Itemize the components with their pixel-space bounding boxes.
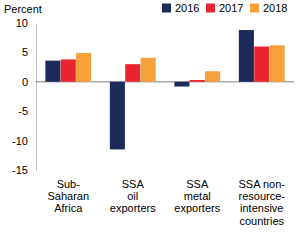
x-tick-label: SSAoilexporters: [110, 178, 156, 215]
bar: [125, 64, 140, 82]
y-label: Percent: [4, 3, 42, 15]
x-tick: Sub-SaharanAfrica: [47, 178, 89, 215]
x-tick-label-line: countries: [239, 215, 284, 227]
plot: -15-10-50510Sub-SaharanAfricaSSAoilexpor…: [12, 17, 294, 227]
legend-item: 2017: [206, 2, 243, 14]
x-tick: SSA non-resource-intensivecountries: [239, 178, 286, 227]
x-tick-label-line: Saharan: [47, 190, 89, 202]
y-tick-label: 10: [16, 17, 28, 29]
bar: [141, 58, 156, 82]
legend-swatch: [162, 4, 171, 13]
y-tick: 0: [22, 76, 36, 88]
x-tick-label-line: SSA: [186, 178, 209, 190]
bar: [61, 59, 76, 81]
y-tick-label: -10: [12, 135, 28, 147]
bar: [110, 82, 125, 150]
x-tick-label-line: metal: [184, 190, 211, 202]
series: [61, 47, 270, 82]
y-tick: -15: [12, 164, 36, 176]
bars: [45, 30, 284, 149]
y-tick-label: -15: [12, 164, 28, 176]
x-tick-label-line: exporters: [174, 202, 220, 214]
bar: [254, 47, 269, 82]
chart: -15-10-50510Sub-SaharanAfricaSSAoilexpor…: [0, 0, 300, 232]
legend-swatch: [206, 4, 215, 13]
series: [45, 30, 254, 149]
legend-label: 2017: [219, 2, 243, 14]
x-tick-label-line: resource-: [239, 190, 286, 202]
x-tick-label-line: oil: [127, 190, 138, 202]
x-tick-label-line: exporters: [110, 202, 156, 214]
bar: [190, 80, 205, 82]
x-tick-label: Sub-SaharanAfrica: [47, 178, 89, 215]
bar: [239, 30, 254, 82]
y-tick: 10: [16, 17, 36, 29]
x-tick-label: SSAmetalexporters: [174, 178, 220, 215]
bar: [205, 71, 220, 82]
y-tick-label: -5: [18, 105, 28, 117]
bar: [76, 53, 91, 82]
y-axis-line: [36, 24, 37, 171]
x-tick: SSAmetalexporters: [174, 178, 220, 215]
y-tick-label: 0: [22, 76, 28, 88]
x-tick-label-line: SSA: [122, 178, 145, 190]
legend-label: 2016: [175, 2, 199, 14]
x-tick-label-line: intensive: [240, 202, 283, 214]
x-tick: SSAoilexporters: [110, 178, 156, 215]
legend: 2016 2017 2018: [162, 2, 287, 14]
series: [76, 45, 285, 81]
y-axis: -15 -10 -5 0 5 10: [12, 17, 36, 176]
x-tick-label-line: Sub-: [57, 178, 81, 190]
y-tick-label: 5: [22, 46, 28, 58]
y-tick: 5: [22, 46, 36, 58]
legend-swatch: [250, 4, 259, 13]
legend-label: 2018: [263, 2, 287, 14]
legend-item: 2016: [162, 2, 199, 14]
x-tick-label: SSA non-resource-intensivecountries: [239, 178, 286, 227]
x-tick-label-line: SSA non-: [239, 178, 286, 190]
x-axis: Sub-SaharanAfricaSSAoilexportersSSAmetal…: [47, 178, 285, 227]
bar: [45, 61, 60, 82]
x-tick-label-line: Africa: [54, 202, 83, 214]
bar: [174, 82, 189, 87]
y-tick: -10: [12, 135, 36, 147]
bar: [270, 45, 285, 81]
legend-item: 2018: [250, 2, 287, 14]
y-tick: -5: [18, 105, 36, 117]
